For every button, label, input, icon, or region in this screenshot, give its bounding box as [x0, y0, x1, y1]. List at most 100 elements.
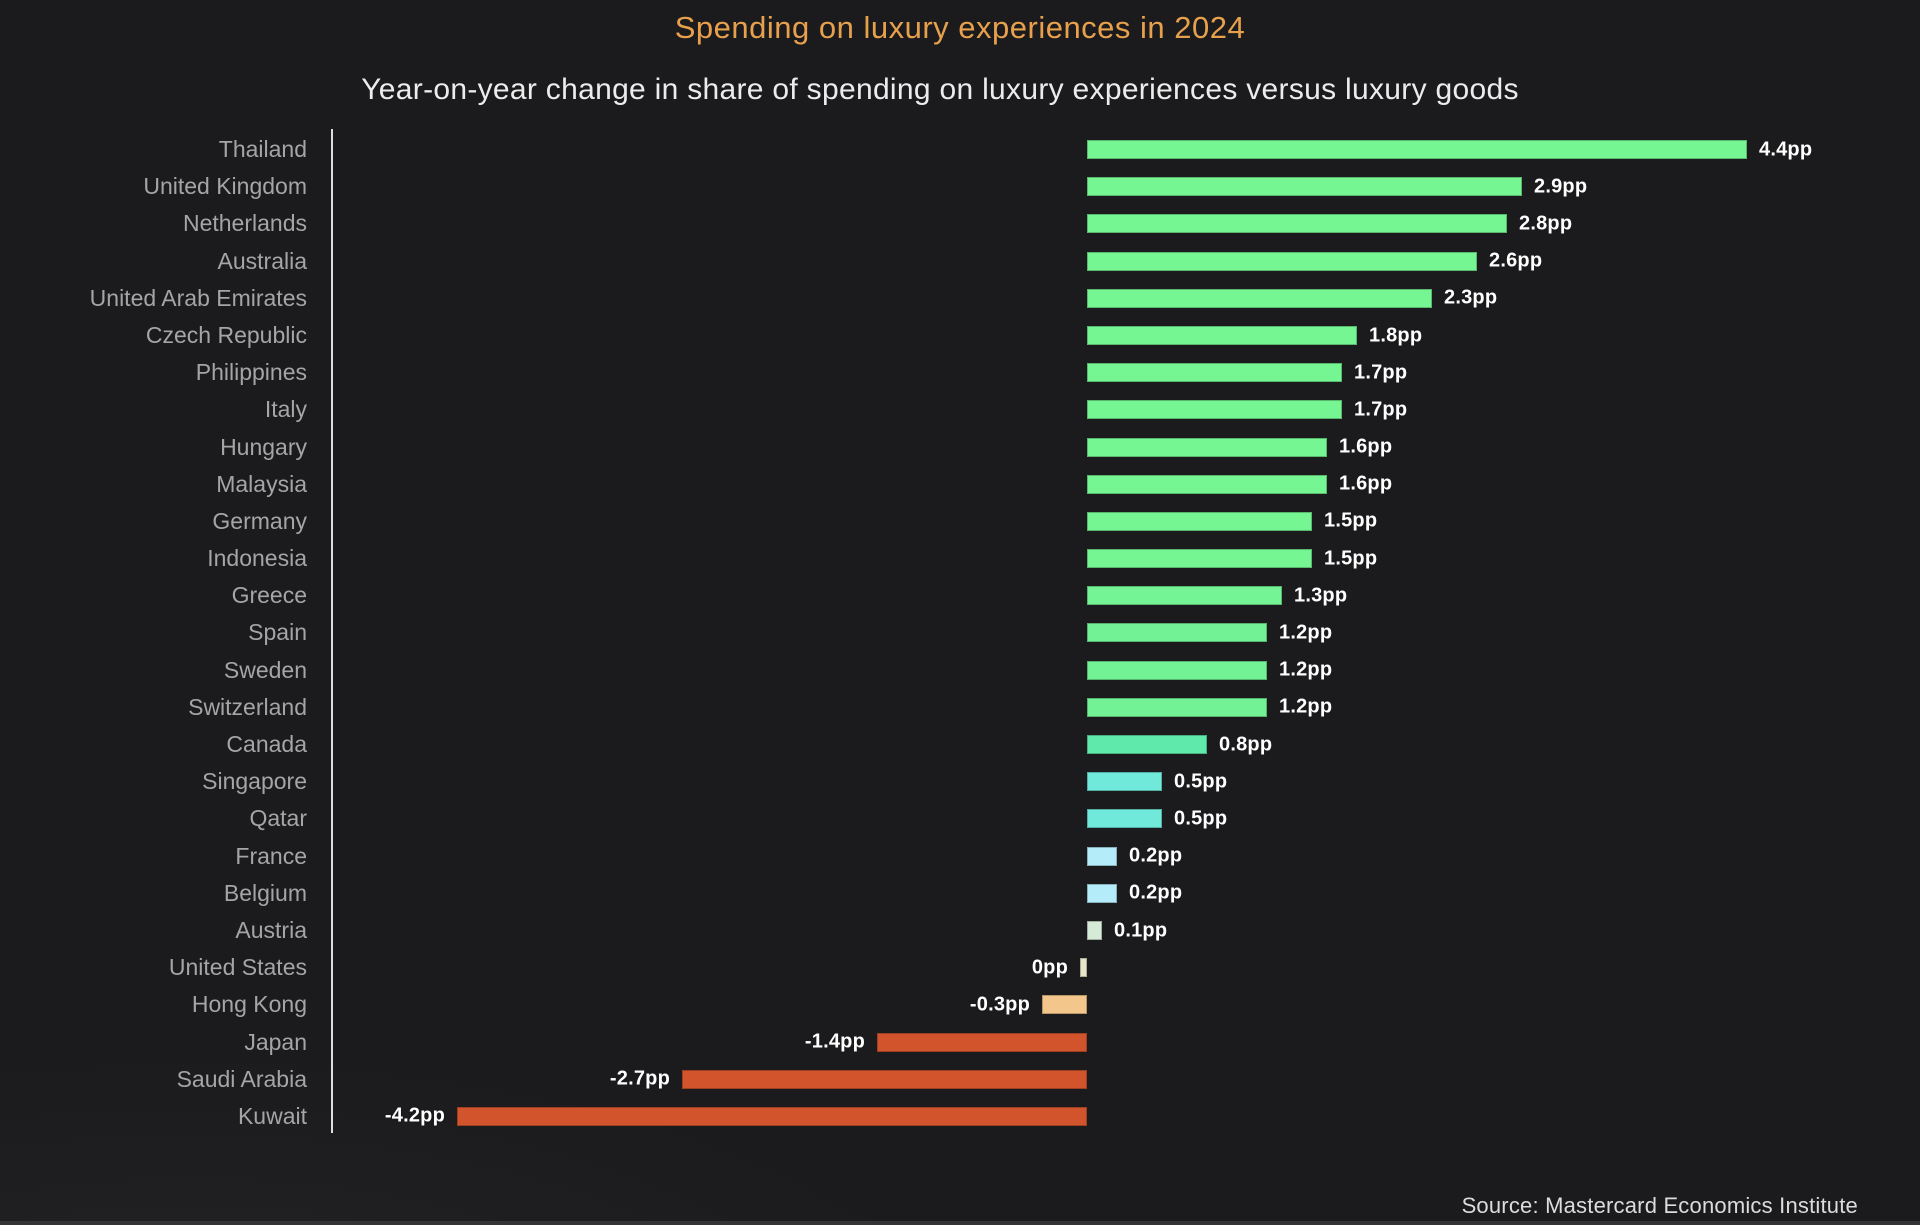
value-label: 0.1pp: [1114, 919, 1168, 942]
chart-row: Malaysia 1.6pp: [0, 466, 1920, 503]
chart-row: France 0.2pp: [0, 838, 1920, 875]
value-label: 1.7pp: [1354, 361, 1408, 384]
chart-row: Indonesia 1.5pp: [0, 540, 1920, 577]
country-label: Singapore: [202, 768, 307, 795]
country-label: Kuwait: [237, 1102, 307, 1129]
value-label: 1.6pp: [1339, 435, 1393, 458]
value-label: -0.3pp: [969, 993, 1030, 1016]
bar: [1087, 177, 1522, 197]
chart-row: Philippines 1.7pp: [0, 354, 1920, 391]
bar: [1087, 772, 1162, 792]
chart-row: Japan -1.4pp: [0, 1024, 1920, 1061]
chart-row: United Kingdom 2.9pp: [0, 168, 1920, 205]
chart-subtitle: Year-on-year change in share of spending…: [361, 73, 1519, 106]
bar: [1087, 437, 1327, 457]
chart-row: United Arab Emirates 2.3pp: [0, 280, 1920, 317]
country-label: Switzerland: [188, 693, 307, 720]
value-label: 0.2pp: [1129, 881, 1183, 904]
y-axis-line: [331, 129, 333, 1133]
bar: [1042, 995, 1087, 1015]
country-label: Spain: [248, 619, 307, 646]
chart-row: United States 0pp: [0, 949, 1920, 986]
country-label: Czech Republic: [145, 321, 307, 348]
chart-row: Thailand 4.4pp: [0, 131, 1920, 168]
bottom-edge-strip: [0, 1221, 1920, 1225]
chart-row: Australia 2.6pp: [0, 243, 1920, 280]
country-label: Qatar: [249, 805, 307, 832]
value-label: 2.9pp: [1534, 175, 1588, 198]
value-label: 1.7pp: [1354, 398, 1408, 421]
bar: [1087, 400, 1342, 420]
country-label: United Arab Emirates: [89, 284, 307, 311]
bar: [1087, 809, 1162, 829]
chart-row: Kuwait -4.2pp: [0, 1098, 1920, 1135]
country-label: Belgium: [223, 879, 307, 906]
chart-row: Qatar 0.5pp: [0, 800, 1920, 837]
country-label: Greece: [231, 582, 307, 609]
bar: [1087, 140, 1747, 159]
chart-row: Netherlands 2.8pp: [0, 205, 1920, 242]
value-label: 1.2pp: [1279, 621, 1333, 644]
chart-row: Canada 0.8pp: [0, 726, 1920, 763]
country-label: United States: [168, 954, 307, 981]
value-label: -1.4pp: [804, 1030, 865, 1053]
chart-row: Hong Kong -0.3pp: [0, 986, 1920, 1023]
chart-row: Sweden 1.2pp: [0, 652, 1920, 689]
bar: [1087, 883, 1117, 903]
value-label: 0.5pp: [1174, 807, 1228, 830]
country-label: Austria: [235, 916, 307, 943]
country-label: Sweden: [223, 656, 307, 683]
value-label: 1.5pp: [1324, 509, 1378, 532]
chart-row: Hungary 1.6pp: [0, 429, 1920, 466]
bar: [1087, 586, 1282, 606]
country-label: Indonesia: [207, 545, 307, 572]
bar: [1087, 735, 1207, 754]
country-label: Netherlands: [182, 210, 307, 237]
bar: [1087, 846, 1117, 866]
country-label: Thailand: [218, 136, 307, 162]
value-label: 2.3pp: [1444, 286, 1498, 309]
source-attribution: Source: Mastercard Economics Institute: [1461, 1193, 1858, 1218]
country-label: Saudi Arabia: [176, 1065, 307, 1092]
bar: [1087, 325, 1357, 345]
value-label: 2.8pp: [1519, 212, 1573, 235]
value-label: 1.2pp: [1279, 658, 1333, 681]
value-label: -4.2pp: [384, 1104, 445, 1127]
bar: [1087, 623, 1267, 643]
country-label: Canada: [226, 731, 307, 757]
bar: [457, 1106, 1087, 1126]
value-label: 0pp: [1031, 956, 1068, 979]
value-label: 1.6pp: [1339, 472, 1393, 495]
country-label: Japan: [244, 1028, 307, 1055]
country-label: France: [235, 842, 307, 869]
bar: [1087, 214, 1507, 234]
value-label: 4.4pp: [1759, 138, 1813, 161]
country-label: Hong Kong: [191, 991, 307, 1018]
chart-row: Switzerland 1.2pp: [0, 689, 1920, 726]
chart-row: Belgium 0.2pp: [0, 875, 1920, 912]
bar: [1087, 549, 1312, 569]
bar: [877, 1032, 1087, 1052]
value-label: 1.2pp: [1279, 695, 1333, 718]
country-label: Germany: [212, 507, 307, 534]
country-label: Hungary: [220, 433, 307, 460]
chart-row: Singapore 0.5pp: [0, 763, 1920, 800]
value-label: -2.7pp: [609, 1067, 670, 1090]
value-label: 0.8pp: [1219, 733, 1273, 756]
bar: [1087, 920, 1102, 940]
chart-row: Czech Republic 1.8pp: [0, 317, 1920, 354]
country-label: United Kingdom: [143, 173, 307, 200]
bar: [1080, 958, 1087, 978]
chart-rows: Thailand 4.4pp United Kingdom 2.9pp Netherla…: [0, 131, 1920, 1135]
value-label: 1.3pp: [1294, 584, 1348, 607]
bar: [1087, 474, 1327, 494]
bar: [1087, 511, 1312, 531]
value-label: 1.8pp: [1369, 324, 1423, 347]
bar: [1087, 697, 1267, 717]
chart-row: Greece 1.3pp: [0, 577, 1920, 614]
country-label: Italy: [264, 396, 307, 423]
value-label: 0.5pp: [1174, 770, 1228, 793]
country-label: Philippines: [195, 359, 307, 386]
chart-title: Spending on luxury experiences in 2024: [674, 10, 1246, 45]
bar: [1087, 251, 1477, 271]
